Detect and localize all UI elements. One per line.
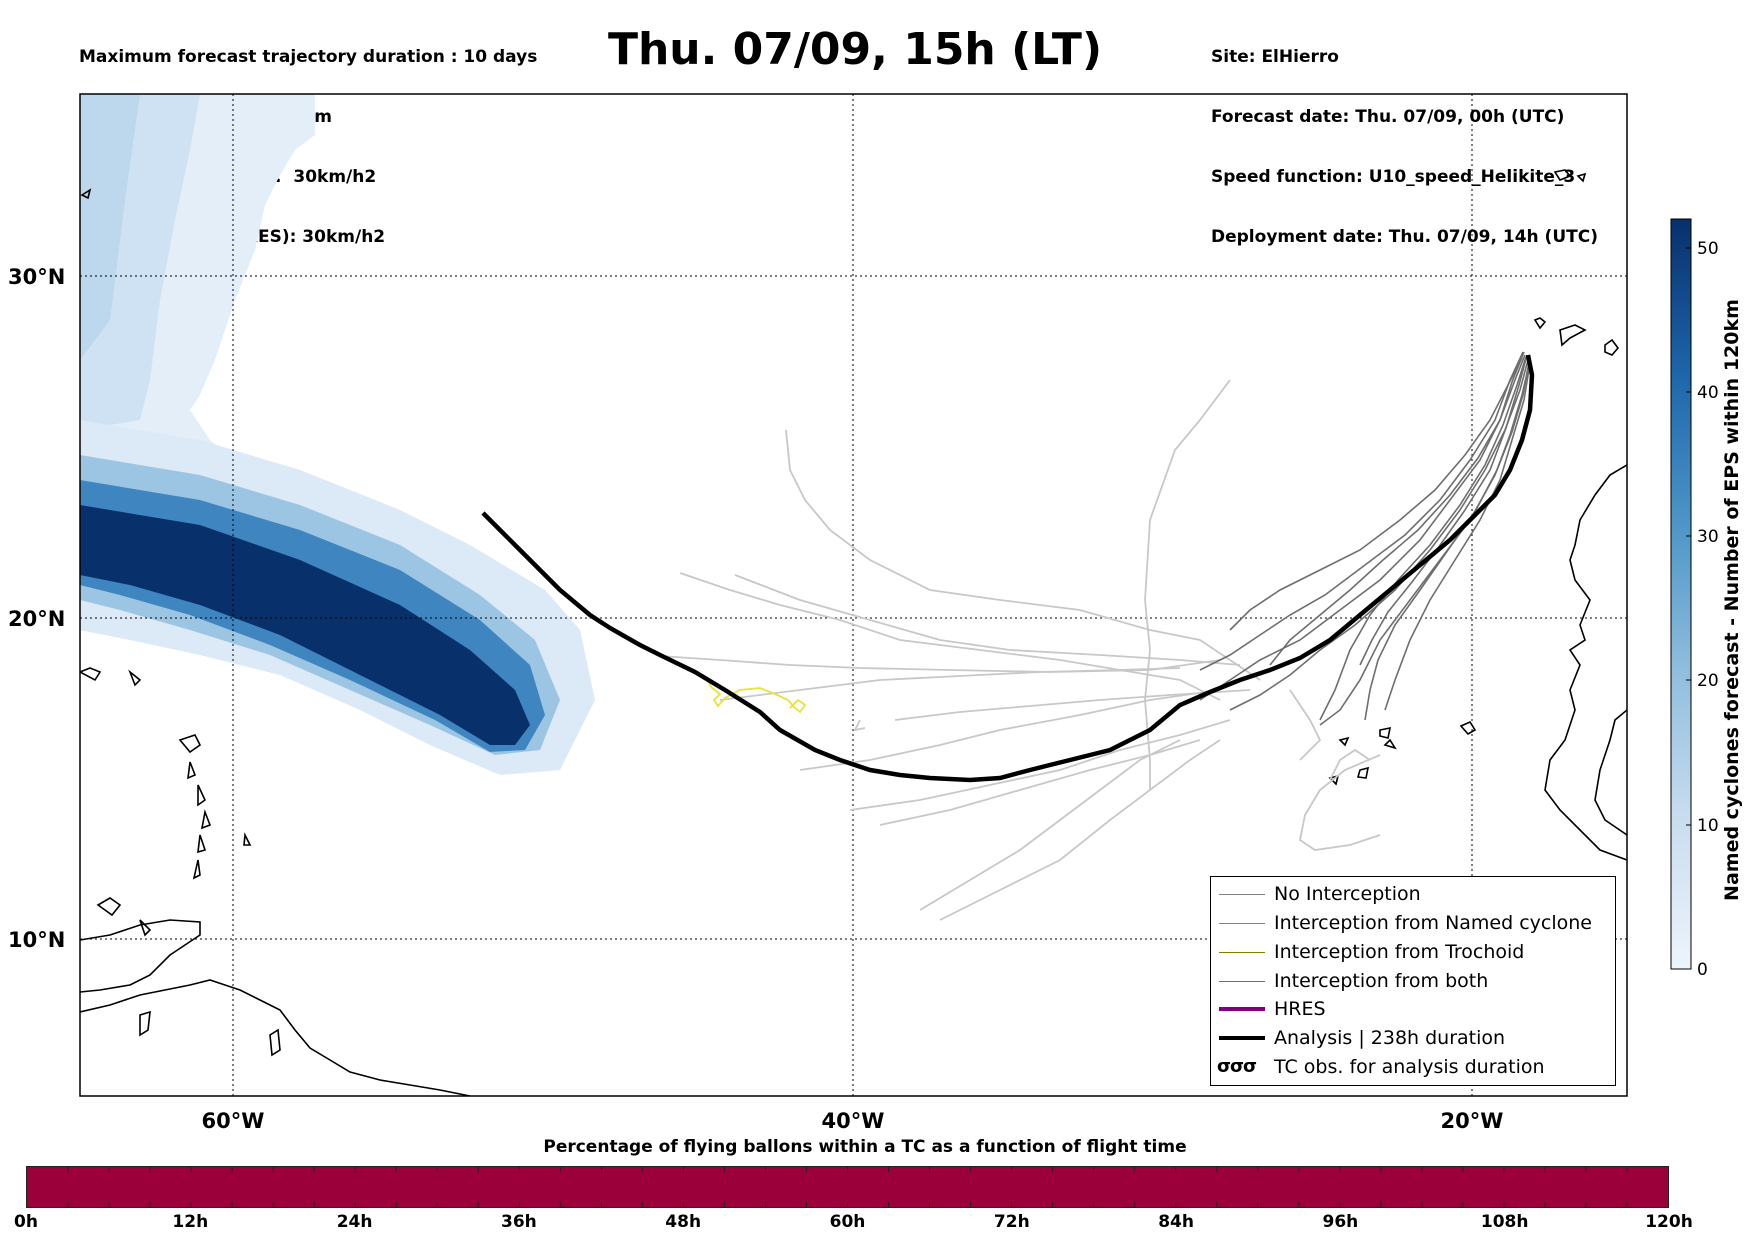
legend-item-trochoid: Interception from Trochoid bbox=[1211, 938, 1615, 966]
cyclone-field-lighter bbox=[80, 94, 140, 360]
legend-swatch bbox=[1219, 952, 1265, 953]
legend-item-no-interception: No Interception bbox=[1211, 880, 1615, 908]
map-layers bbox=[80, 94, 1627, 1096]
colorbar-tick-50: 50 bbox=[1697, 239, 1719, 259]
header-right-line: Site: ElHierro bbox=[1211, 47, 1339, 67]
lon-label-40w: 40°W bbox=[822, 1109, 885, 1133]
legend-swatch bbox=[1219, 1036, 1265, 1040]
lat-label-30n: 30°N bbox=[8, 265, 65, 289]
legend-item-tc-obs: σσσ TC obs. for analysis duration bbox=[1211, 1053, 1615, 1081]
hour-tick-label: 36h bbox=[501, 1212, 537, 1232]
legend-swatch bbox=[1219, 1007, 1265, 1011]
lat-label-20n: 20°N bbox=[8, 607, 65, 631]
legend-item-analysis: Analysis | 238h duration bbox=[1211, 1024, 1615, 1052]
colorbar-tick-40: 40 bbox=[1697, 383, 1719, 403]
percentage-bar-title: Percentage of flying ballons within a TC… bbox=[543, 1137, 1187, 1157]
legend-label: HRES bbox=[1274, 998, 1326, 1020]
hour-tick-label: 12h bbox=[172, 1212, 209, 1232]
colorbar-tick-30: 30 bbox=[1697, 527, 1719, 547]
colorbar-title: Named cyclones forecast - Number of EPS … bbox=[1721, 299, 1743, 901]
legend-swatch bbox=[1219, 923, 1265, 924]
hour-tick-label: 96h bbox=[1322, 1212, 1359, 1232]
colorbar-tick-0: 0 bbox=[1697, 960, 1708, 980]
percentage-bar-ticks bbox=[67, 1167, 1628, 1207]
legend-label: Interception from Named cyclone bbox=[1274, 912, 1592, 934]
legend-label: Analysis | 238h duration bbox=[1274, 1027, 1506, 1049]
legend-label: Interception from Trochoid bbox=[1274, 941, 1525, 963]
hour-tick-label: 72h bbox=[993, 1212, 1030, 1232]
hour-tick-label: 24h bbox=[336, 1212, 373, 1232]
ensemble-trajectories-light bbox=[659, 379, 1381, 921]
colorbar bbox=[1670, 218, 1692, 970]
cyclone-track-core bbox=[80, 505, 530, 745]
colorbar-ticks bbox=[1686, 247, 1691, 970]
header-info-right: Site: ElHierro Forecast date: Thu. 07/09… bbox=[1211, 7, 1598, 267]
tc-obs-icon: σσσ bbox=[1217, 1056, 1257, 1077]
map-legend: No Interception Interception from Named … bbox=[1210, 876, 1616, 1086]
legend-item-both: Interception from both bbox=[1211, 967, 1615, 995]
ensemble-trajectories-dark bbox=[1199, 351, 1531, 726]
colorbar-tick-10: 10 bbox=[1697, 816, 1719, 836]
hour-tick-label: 120h bbox=[1645, 1212, 1693, 1232]
legend-swatch bbox=[1219, 894, 1265, 895]
header-right-line: Speed function: U10_speed_Helikite_3 bbox=[1211, 167, 1576, 187]
map-title: Thu. 07/09, 15h (LT) bbox=[607, 24, 1103, 75]
hres-trajectory bbox=[704, 675, 807, 714]
colorbar-tick-20: 20 bbox=[1697, 671, 1719, 691]
hour-tick-label: 108h bbox=[1480, 1212, 1529, 1232]
header-right-line: Forecast date: Thu. 07/09, 00h (UTC) bbox=[1211, 107, 1565, 127]
legend-label: No Interception bbox=[1274, 883, 1421, 905]
hour-tick-label: 48h bbox=[665, 1212, 702, 1232]
legend-item-hres: HRES bbox=[1211, 995, 1615, 1023]
header-left-line: Maximum forecast trajectory duration : 1… bbox=[79, 47, 538, 67]
lon-label-60w: 60°W bbox=[202, 1109, 265, 1133]
lat-label-10n: 10°N bbox=[8, 928, 65, 952]
legend-swatch bbox=[1219, 981, 1265, 982]
analysis-trajectory bbox=[481, 354, 1535, 783]
hour-tick-label: 0h bbox=[14, 1212, 38, 1232]
legend-label: Interception from both bbox=[1274, 970, 1489, 992]
coastlines bbox=[80, 169, 1627, 1096]
map-frame bbox=[79, 93, 1628, 1097]
legend-label: TC obs. for analysis duration bbox=[1274, 1056, 1545, 1078]
lon-label-20w: 20°W bbox=[1441, 1109, 1504, 1133]
percentage-bar bbox=[26, 1166, 1669, 1208]
hour-tick-label: 84h bbox=[1158, 1212, 1194, 1232]
legend-item-named-cyclone: Interception from Named cyclone bbox=[1211, 909, 1615, 937]
hour-tick-label: 60h bbox=[829, 1212, 866, 1232]
header-right-line: Deployment date: Thu. 07/09, 14h (UTC) bbox=[1211, 227, 1598, 247]
